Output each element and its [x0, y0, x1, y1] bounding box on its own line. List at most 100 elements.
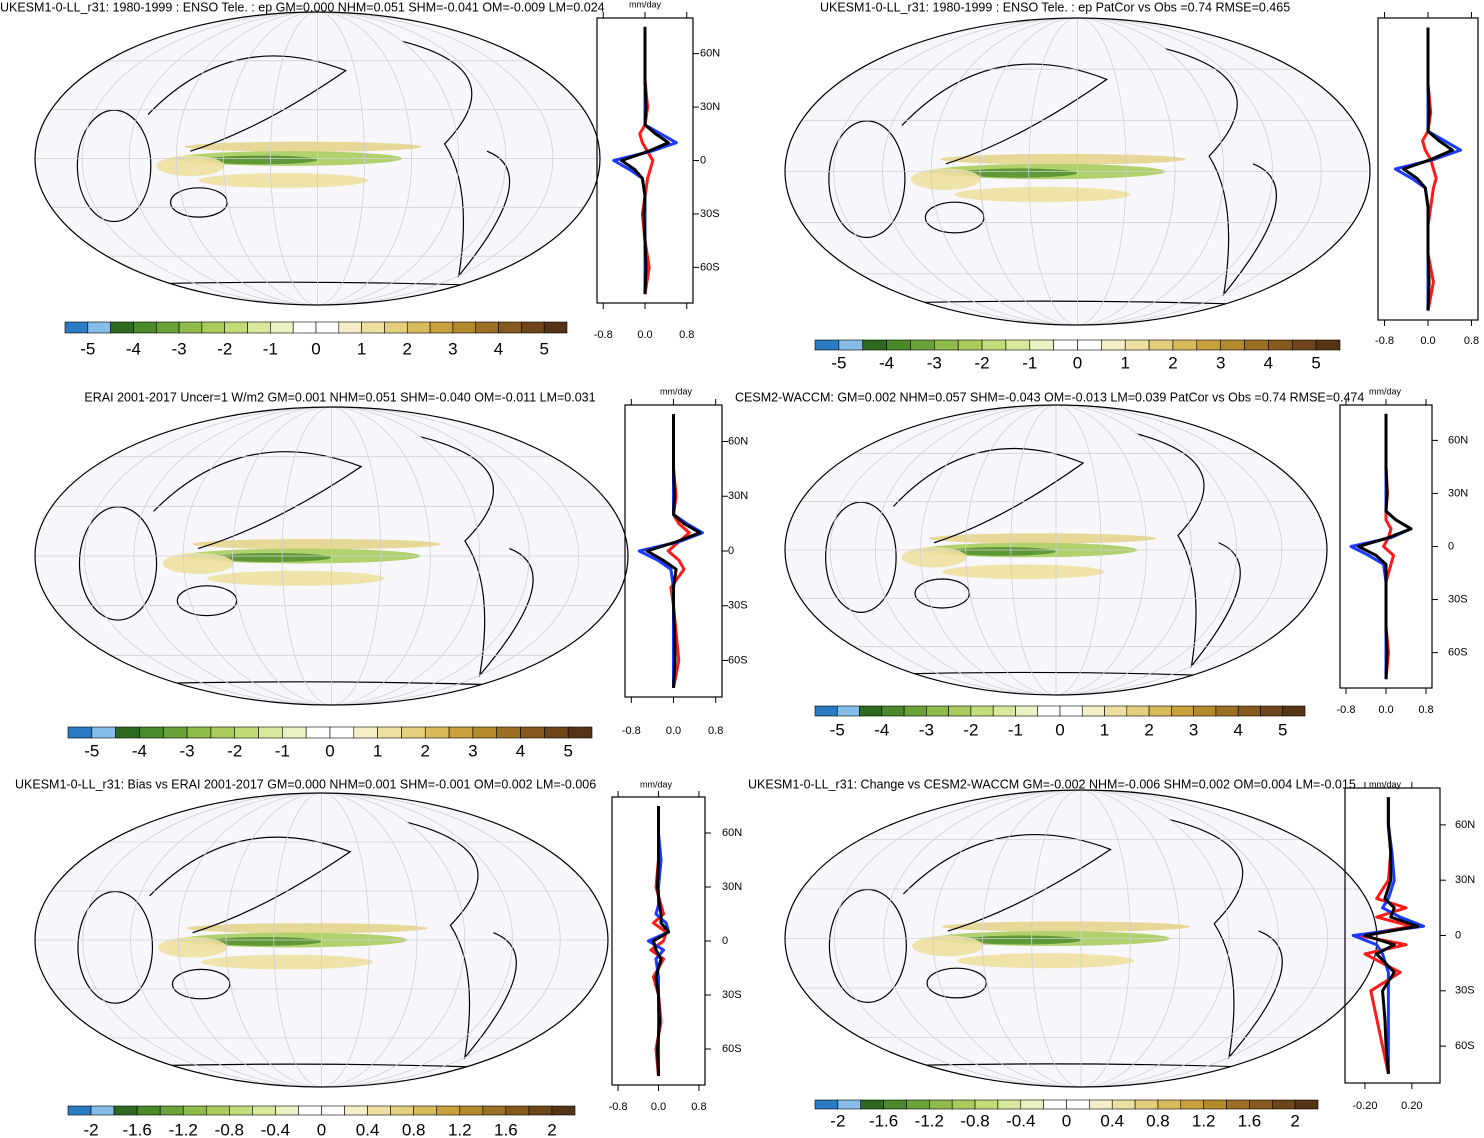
colorbar-label: 1 [1120, 353, 1129, 372]
x-tick-label: 0.0 [666, 725, 681, 737]
colorbar-swatch [1294, 1099, 1319, 1110]
colorbar-swatch [1268, 339, 1293, 351]
anomaly-patch [192, 538, 442, 550]
map-content [785, 18, 1370, 325]
anomaly-patch [204, 155, 318, 165]
colorbar-label: -0.8 [960, 1111, 989, 1130]
colorbar-label: 0.8 [1146, 1111, 1170, 1130]
colorbar-swatch [1029, 339, 1054, 351]
colorbar-swatch [133, 321, 157, 334]
colorbar-swatch [957, 339, 983, 351]
continent [78, 506, 158, 621]
colorbar-swatch [155, 321, 180, 334]
colorbar-swatch [401, 726, 426, 739]
map-outline [34, 11, 601, 306]
continent [402, 40, 511, 278]
colorbar-swatch [883, 1099, 907, 1110]
colorbar-swatch [159, 1105, 184, 1116]
colorbar-swatch [113, 1105, 138, 1116]
anomaly-patch [186, 923, 428, 934]
colorbar-swatch [1043, 1099, 1067, 1110]
colorbar-label: -2 [83, 1120, 98, 1138]
x-tick-label: -0.8 [1375, 335, 1394, 347]
colorbar-label: 3 [1216, 353, 1225, 372]
colorbar-label: -4 [132, 741, 147, 760]
colorbar-swatch [448, 726, 474, 739]
colorbar-swatch [270, 321, 294, 334]
colorbar-label: 2 [1168, 353, 1177, 372]
y-tick-label: 30S [1455, 985, 1475, 997]
colorbar-swatch [229, 1105, 253, 1116]
colorbar-swatch [67, 726, 93, 739]
anomaly-patch [940, 153, 1186, 165]
colorbar-swatch [1315, 339, 1341, 351]
panel-title: CESM2-WACCM: GM=0.002 NHM=0.057 SHM=-0.0… [735, 390, 1364, 404]
y-tick-label: 30S [722, 989, 742, 1001]
colorbar-swatch [528, 1105, 553, 1116]
zonal-line [651, 806, 671, 1077]
zonal-line [1357, 413, 1413, 680]
anomaly-patch [201, 954, 374, 970]
colorbar-swatch [390, 1105, 414, 1116]
colorbar-label: 1 [357, 339, 366, 358]
colorbar-swatch [496, 726, 521, 739]
x-tick-label: -0.8 [622, 725, 641, 737]
colorbar-swatch [1215, 705, 1239, 717]
colorbar-label: -2 [974, 353, 989, 372]
colorbar-swatch [210, 726, 236, 739]
zonal-unit: mm/day [660, 386, 693, 396]
colorbar-label: -3 [180, 741, 195, 760]
colorbar-label: -0.4 [1006, 1111, 1035, 1130]
colorbar-swatch [1291, 339, 1317, 351]
anomaly-patch [156, 155, 225, 177]
colorbar-swatch [353, 726, 378, 739]
colorbar-swatch [413, 1105, 438, 1116]
map [34, 406, 629, 706]
colorbar-swatch [881, 705, 905, 717]
colorbar-swatch [258, 726, 283, 739]
colorbar-swatch [292, 321, 317, 334]
colorbar-label: -0.8 [215, 1120, 244, 1138]
colorbar-label: -5 [80, 339, 95, 358]
y-tick-label: 60S [700, 261, 720, 273]
colorbar-swatch [321, 1105, 345, 1116]
colorbar-swatch [377, 726, 402, 739]
colorbar-swatch [814, 705, 838, 717]
colorbar-label: 1 [1100, 720, 1109, 739]
map-outline [784, 17, 1371, 326]
colorbar-swatch [498, 321, 522, 334]
colorbar-label: 1 [373, 741, 382, 760]
x-tick-label: 0.8 [1464, 335, 1479, 347]
colorbar-swatch [997, 1099, 1022, 1110]
colorbar-label: 0 [311, 339, 320, 358]
colorbar-label: 4 [516, 741, 525, 760]
colorbar-swatch [520, 726, 545, 739]
zonal-line [1402, 27, 1454, 311]
colorbar-swatch [521, 321, 545, 334]
colorbar-label: 2 [1290, 1111, 1299, 1130]
colorbar-swatch [981, 339, 1007, 351]
colorbar-label: 0 [1073, 353, 1082, 372]
y-tick-label: 30S [700, 208, 720, 220]
colorbar-label: -1.2 [169, 1120, 198, 1138]
colorbar-swatch [1081, 705, 1105, 717]
anomaly-patch [956, 953, 1135, 969]
colorbar-swatch [1282, 705, 1306, 717]
colorbar-swatch [992, 705, 1016, 717]
continent [902, 834, 1112, 932]
colorbar-swatch [929, 1099, 953, 1110]
anomaly-patch [206, 937, 322, 946]
colorbar-label: 2 [403, 339, 412, 358]
colorbar-label: 0.4 [356, 1120, 380, 1138]
colorbar-label: 1.6 [1238, 1111, 1262, 1130]
colorbar-label: 2 [421, 741, 430, 760]
anomaly-patch [158, 937, 227, 958]
panel-title: UKESM1-0-LL_r31: 1980-1999 : ENSO Tele. … [820, 0, 1290, 14]
colorbar-swatch [361, 321, 385, 334]
colorbar-swatch [838, 339, 864, 351]
colorbar-swatch [1249, 1099, 1273, 1110]
colorbar-swatch [886, 339, 911, 351]
map-outline [34, 406, 629, 706]
colorbar-swatch [951, 1099, 976, 1110]
colorbar-label: -4 [126, 339, 141, 358]
